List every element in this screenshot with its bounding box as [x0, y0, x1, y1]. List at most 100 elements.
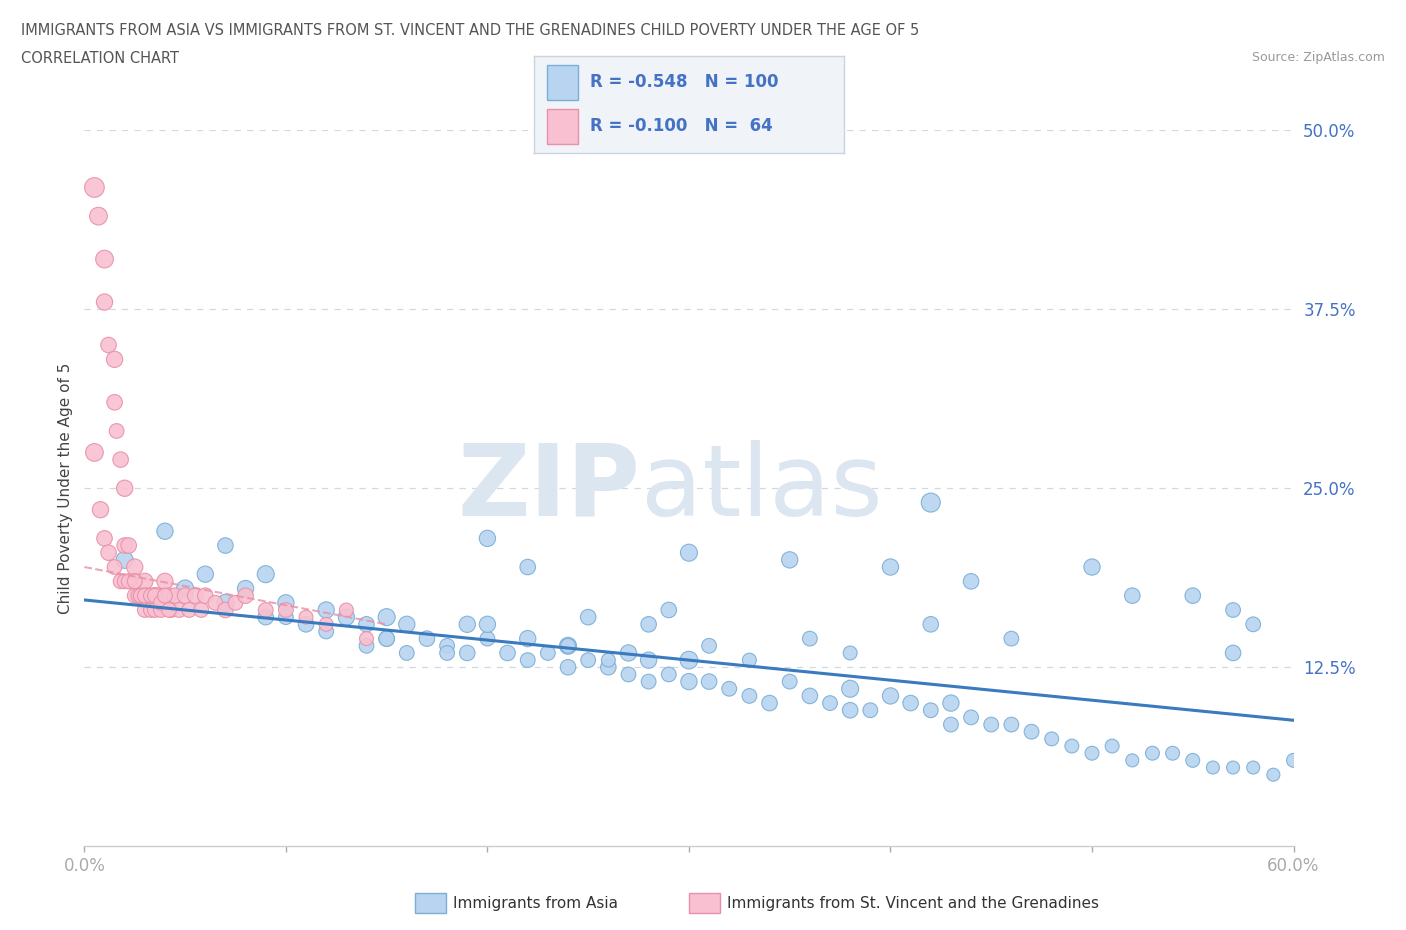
Point [194, 589, 217, 604]
Point [779, 552, 801, 567]
Point [839, 682, 862, 697]
Point [395, 645, 418, 660]
Point [576, 610, 599, 625]
Point [134, 589, 156, 604]
Point [148, 589, 170, 604]
Point [516, 560, 538, 575]
Point [114, 481, 136, 496]
Point [124, 589, 146, 604]
Point [395, 617, 418, 631]
Point [939, 717, 962, 732]
Point [658, 603, 681, 618]
Point [1222, 645, 1244, 660]
Point [1021, 724, 1043, 739]
Point [124, 574, 146, 589]
Point [114, 574, 136, 589]
Point [356, 617, 378, 631]
Point [254, 610, 277, 625]
Point [375, 631, 398, 646]
Point [149, 603, 172, 618]
Point [174, 589, 197, 604]
Point [980, 717, 1002, 732]
Point [89, 502, 111, 517]
Point [214, 603, 236, 618]
Point [375, 610, 398, 625]
Point [356, 638, 378, 653]
Point [557, 638, 579, 653]
Point [1121, 589, 1143, 604]
Point [456, 645, 478, 660]
Point [295, 610, 318, 625]
Point [104, 352, 127, 366]
Point [157, 603, 180, 618]
Point [134, 589, 156, 604]
Point [537, 645, 560, 660]
Point [139, 603, 162, 618]
Point [149, 595, 172, 610]
Point [190, 603, 212, 618]
Point [1282, 753, 1305, 768]
Point [143, 589, 166, 604]
Point [598, 660, 620, 675]
Text: atlas: atlas [641, 440, 882, 537]
Point [436, 638, 458, 653]
Point [658, 667, 681, 682]
Point [920, 495, 942, 510]
Point [718, 682, 741, 697]
Point [129, 589, 152, 604]
Point [799, 688, 821, 703]
Text: Source: ZipAtlas.com: Source: ZipAtlas.com [1251, 51, 1385, 64]
Point [557, 638, 579, 653]
Point [839, 645, 862, 660]
Point [254, 603, 277, 618]
Y-axis label: Child Poverty Under the Age of 5: Child Poverty Under the Age of 5 [58, 363, 73, 614]
Text: R = -0.100   N =  64: R = -0.100 N = 64 [591, 117, 773, 135]
Text: Immigrants from Asia: Immigrants from Asia [453, 896, 617, 910]
Point [118, 538, 141, 553]
Point [110, 452, 132, 467]
Point [818, 696, 841, 711]
Text: ZIP: ZIP [458, 440, 641, 537]
Point [97, 545, 120, 560]
Point [1202, 760, 1225, 775]
Point [105, 423, 128, 438]
Point [225, 595, 247, 610]
Point [477, 617, 499, 631]
Point [214, 595, 236, 610]
Point [1142, 746, 1164, 761]
Point [637, 653, 659, 668]
Point [335, 610, 357, 625]
Point [114, 552, 136, 567]
Point [93, 295, 115, 310]
Point [637, 674, 659, 689]
Point [1081, 560, 1104, 575]
Point [157, 589, 180, 604]
Point [1181, 589, 1204, 604]
Point [598, 653, 620, 668]
Point [83, 445, 105, 460]
Point [779, 674, 801, 689]
Point [214, 538, 236, 553]
Point [557, 660, 579, 675]
Point [738, 653, 761, 668]
Point [274, 595, 297, 610]
Bar [547, 64, 578, 100]
Point [134, 574, 156, 589]
Point [254, 566, 277, 581]
Point [436, 645, 458, 660]
Point [859, 703, 882, 718]
Point [153, 589, 176, 604]
Point [477, 631, 499, 646]
Point [153, 524, 176, 538]
Point [315, 603, 337, 618]
Point [617, 645, 640, 660]
Point [678, 674, 700, 689]
Point [839, 703, 862, 718]
Point [879, 688, 901, 703]
Point [235, 581, 257, 596]
Text: Immigrants from St. Vincent and the Grenadines: Immigrants from St. Vincent and the Gren… [727, 896, 1099, 910]
Point [576, 653, 599, 668]
Point [167, 603, 190, 618]
Point [184, 589, 207, 604]
Point [153, 589, 176, 604]
